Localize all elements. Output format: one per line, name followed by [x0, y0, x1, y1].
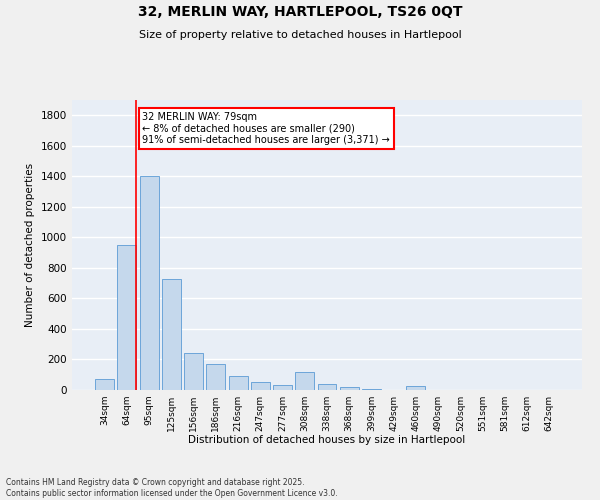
- Bar: [295, 372, 314, 390]
- Text: 32, MERLIN WAY, HARTLEPOOL, TS26 0QT: 32, MERLIN WAY, HARTLEPOOL, TS26 0QT: [138, 5, 462, 19]
- Bar: [162, 280, 181, 390]
- Text: 32 MERLIN WAY: 79sqm
← 8% of detached houses are smaller (290)
91% of semi-detac: 32 MERLIN WAY: 79sqm ← 8% of detached ho…: [142, 112, 390, 146]
- Bar: [406, 386, 425, 390]
- Bar: [251, 382, 270, 390]
- Text: Distribution of detached houses by size in Hartlepool: Distribution of detached houses by size …: [188, 435, 466, 445]
- Bar: [118, 245, 136, 390]
- Bar: [362, 389, 381, 390]
- Bar: [229, 376, 248, 390]
- Text: Contains HM Land Registry data © Crown copyright and database right 2025.
Contai: Contains HM Land Registry data © Crown c…: [6, 478, 338, 498]
- Text: Size of property relative to detached houses in Hartlepool: Size of property relative to detached ho…: [139, 30, 461, 40]
- Bar: [317, 384, 337, 390]
- Bar: [340, 387, 359, 390]
- Bar: [140, 176, 158, 390]
- Bar: [206, 364, 225, 390]
- Bar: [273, 386, 292, 390]
- Y-axis label: Number of detached properties: Number of detached properties: [25, 163, 35, 327]
- Bar: [95, 378, 114, 390]
- Bar: [184, 354, 203, 390]
